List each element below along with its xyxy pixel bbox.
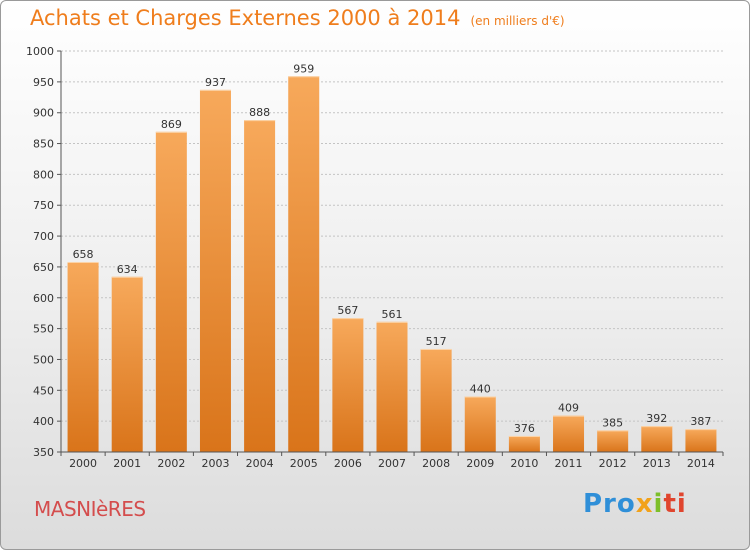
bar-2014: [685, 429, 717, 452]
bar-2007: [376, 321, 408, 452]
data-label: 517: [426, 335, 447, 348]
bar-2009: [464, 396, 496, 452]
logo-part-4: ti: [663, 489, 687, 519]
x-tick-label: 2003: [201, 457, 229, 470]
y-tick-label: 500: [33, 353, 54, 366]
data-label: 869: [161, 118, 182, 131]
data-label: 567: [337, 304, 358, 317]
y-tick-label: 900: [33, 107, 54, 120]
x-tick-label: 2013: [643, 457, 671, 470]
data-label: 409: [558, 402, 579, 415]
bar-2003: [199, 89, 231, 453]
y-tick-label: 750: [33, 199, 54, 212]
data-label: 440: [470, 382, 491, 395]
data-label: 888: [249, 106, 270, 119]
y-axis: 350 400 450 500 550 600 650 700 750 800 850 900 950 1…: [26, 45, 62, 459]
bar-2000: [67, 261, 99, 452]
data-label: 937: [205, 76, 226, 89]
city-name: MASNIèRES: [34, 497, 146, 521]
x-tick-label: 2007: [378, 457, 406, 470]
bar-2005: [288, 76, 320, 452]
chart-title: Achats et Charges Externes 2000 à 2014 (e…: [30, 6, 565, 30]
data-label: 392: [646, 412, 667, 425]
bars: 658 634 869 937 888 959 567 561 517 440 376 409 385 3…: [67, 62, 717, 453]
y-tick-label: 850: [33, 138, 54, 151]
data-label: 959: [293, 62, 314, 75]
x-tick-label: 2002: [157, 457, 185, 470]
logo-part-3: i: [653, 489, 664, 519]
data-label: 658: [73, 248, 94, 261]
x-tick-label: 2005: [290, 457, 318, 470]
data-label: 387: [690, 415, 711, 428]
proxiti-logo[interactable]: Proxiti: [583, 489, 687, 519]
x-tick-label: 2014: [687, 457, 715, 470]
y-tick-label: 800: [33, 168, 54, 181]
y-tick-label: 550: [33, 323, 54, 336]
bar-2002: [155, 131, 187, 452]
x-tick-label: 2000: [69, 457, 97, 470]
bar-2001: [111, 276, 143, 452]
chart-subtitle: (en milliers d'€): [470, 14, 565, 28]
x-tick-label: 2011: [555, 457, 583, 470]
x-tick-label: 2001: [113, 457, 141, 470]
x-tick-label: 2008: [422, 457, 450, 470]
y-tick-label: 1000: [26, 45, 54, 58]
chart-title-text: Achats et Charges Externes 2000 à 2014: [30, 6, 461, 30]
x-tick-label: 2012: [599, 457, 627, 470]
data-label: 561: [382, 308, 403, 321]
x-tick-label: 2010: [510, 457, 538, 470]
bar-2011: [553, 415, 585, 452]
y-tick-label: 450: [33, 384, 54, 397]
data-label: 385: [602, 416, 623, 429]
y-tick-label: 400: [33, 415, 54, 428]
bar-2004: [244, 120, 276, 452]
data-label: 376: [514, 422, 535, 435]
y-tick-label: 700: [33, 230, 54, 243]
bar-2013: [641, 426, 673, 452]
y-tick-label: 650: [33, 261, 54, 274]
logo-part-1: Pro: [583, 489, 636, 519]
logo-part-2: x: [635, 489, 654, 519]
x-tick-label: 2009: [466, 457, 494, 470]
bar-2006: [332, 318, 364, 452]
x-axis: 2000 2001 2002 2003 2004 2005 2006 2007 2008 2009…: [60, 451, 724, 470]
data-label: 634: [117, 263, 138, 276]
bar-2008: [420, 348, 452, 452]
bar-2010: [508, 435, 540, 452]
y-tick-label: 600: [33, 292, 54, 305]
y-tick-label: 350: [33, 446, 54, 459]
bar-2012: [597, 430, 629, 452]
x-tick-label: 2004: [246, 457, 274, 470]
y-tick-label: 950: [33, 76, 54, 89]
x-tick-label: 2006: [334, 457, 362, 470]
